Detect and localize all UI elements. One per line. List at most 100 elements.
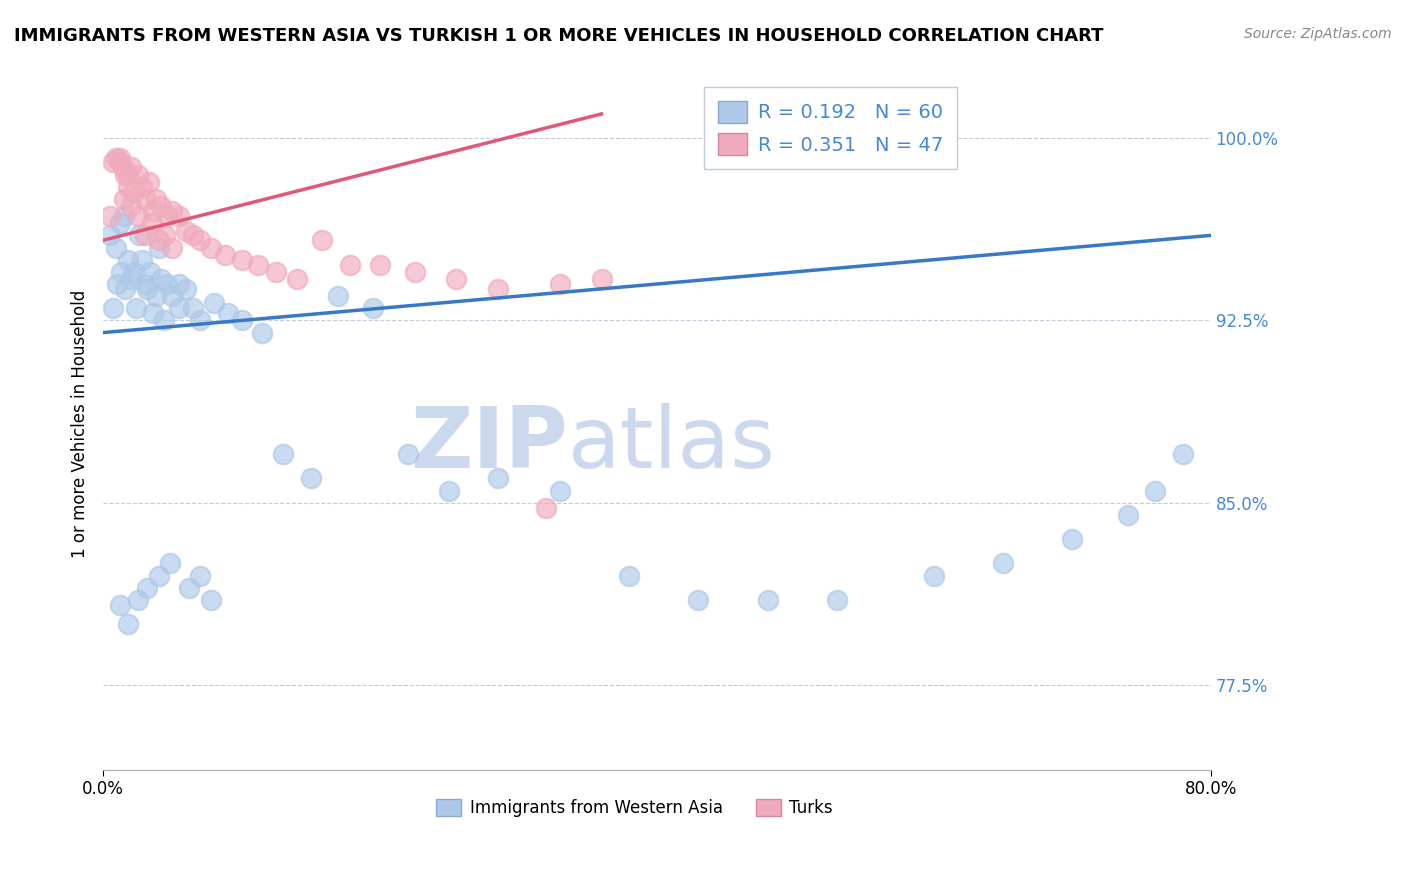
Point [120, 272, 142, 286]
Text: atlas: atlas [568, 403, 776, 486]
Point [108, 598, 131, 612]
Point [155, 228, 177, 243]
Point [368, 258, 391, 272]
Point [105, 277, 128, 291]
Point [991, 557, 1014, 571]
Point [101, 301, 124, 316]
Point [101, 155, 124, 169]
Text: ZIP: ZIP [411, 403, 568, 486]
Point [328, 289, 350, 303]
Point [153, 313, 176, 327]
Point [145, 289, 167, 303]
Point [134, 228, 156, 243]
Point [98, 209, 121, 223]
Point [591, 272, 613, 286]
Point [141, 216, 163, 230]
Point [122, 265, 145, 279]
Point [127, 209, 149, 223]
Point [548, 483, 571, 498]
Point [114, 282, 136, 296]
Point [174, 223, 197, 237]
Point [148, 568, 170, 582]
Point [136, 581, 159, 595]
Point [131, 179, 153, 194]
Point [404, 265, 426, 279]
Point [188, 313, 211, 327]
Point [98, 228, 121, 243]
Point [117, 252, 139, 267]
Point [264, 265, 287, 279]
Point [231, 252, 253, 267]
Point [361, 301, 384, 316]
Point [104, 151, 127, 165]
Point [150, 272, 173, 286]
Point [145, 192, 167, 206]
Point [110, 265, 132, 279]
Point [112, 209, 135, 223]
Point [148, 233, 170, 247]
Point [486, 471, 509, 485]
Point [1144, 483, 1167, 498]
Point [534, 500, 557, 515]
Point [138, 175, 160, 189]
Point [271, 447, 294, 461]
Point [825, 593, 848, 607]
Point [299, 471, 322, 485]
Point [396, 447, 419, 461]
Point [202, 296, 225, 310]
Point [439, 483, 461, 498]
Point [311, 233, 333, 247]
Point [619, 568, 641, 582]
Point [134, 277, 156, 291]
Point [169, 277, 191, 291]
Text: Source: ZipAtlas.com: Source: ZipAtlas.com [1244, 27, 1392, 41]
Point [486, 282, 509, 296]
Point [120, 161, 142, 175]
Point [127, 593, 149, 607]
Point [108, 155, 131, 169]
Point [548, 277, 571, 291]
Point [162, 204, 184, 219]
Point [217, 306, 239, 320]
Point [139, 265, 162, 279]
Point [285, 272, 308, 286]
Point [188, 233, 211, 247]
Point [188, 568, 211, 582]
Point [127, 168, 149, 182]
Point [162, 241, 184, 255]
Point [112, 192, 135, 206]
Point [922, 568, 945, 582]
Point [174, 282, 197, 296]
Point [200, 241, 222, 255]
Point [688, 593, 710, 607]
Point [125, 301, 148, 316]
Point [214, 248, 236, 262]
Point [148, 241, 170, 255]
Point [1116, 508, 1139, 522]
Point [169, 209, 191, 223]
Point [159, 557, 181, 571]
Point [117, 179, 139, 194]
Point [108, 151, 131, 165]
Point [142, 306, 165, 320]
Point [117, 168, 139, 182]
Point [156, 277, 179, 291]
Point [122, 185, 145, 199]
Point [339, 258, 361, 272]
Point [150, 199, 173, 213]
Point [1062, 532, 1084, 546]
Point [114, 168, 136, 182]
Point [134, 192, 156, 206]
Point [200, 593, 222, 607]
Point [117, 617, 139, 632]
Point [108, 216, 131, 230]
Point [444, 272, 467, 286]
Point [136, 282, 159, 296]
Y-axis label: 1 or more Vehicles in Household: 1 or more Vehicles in Household [72, 290, 89, 558]
Point [169, 301, 191, 316]
Point [120, 199, 142, 213]
Point [181, 301, 204, 316]
Point [1171, 447, 1194, 461]
Text: IMMIGRANTS FROM WESTERN ASIA VS TURKISH 1 OR MORE VEHICLES IN HOUSEHOLD CORRELAT: IMMIGRANTS FROM WESTERN ASIA VS TURKISH … [14, 27, 1104, 45]
Point [252, 326, 274, 340]
